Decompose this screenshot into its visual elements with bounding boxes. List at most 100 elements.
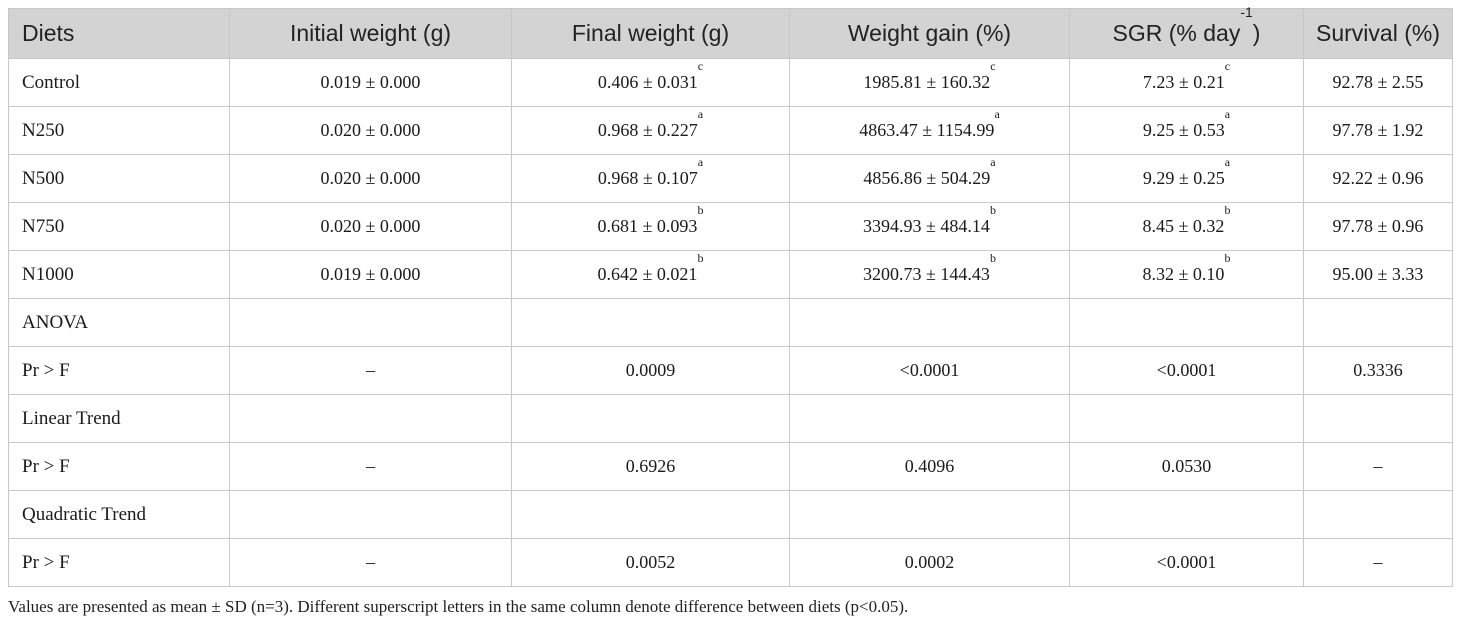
column-header-superscript: -1 <box>1240 4 1253 20</box>
table-cell: 0.4096 <box>789 442 1070 491</box>
table-row: Pr > F – 0.0052 0.0002 <0.0001 – <box>8 538 1453 587</box>
row-label: Pr > F <box>8 346 230 395</box>
table-footnote: Values are presented as mean ± SD (n=3).… <box>8 597 909 616</box>
table-row: Control 0.019 ± 0.000 0.406 ± 0.031c 1985.8… <box>8 58 1453 107</box>
table-cell <box>789 298 1070 347</box>
table-cell: – <box>229 442 512 491</box>
row-label: Control <box>8 58 230 107</box>
table-cell: 0.019 ± 0.000 <box>229 250 512 299</box>
table-cell: 9.25 ± 0.53a <box>1069 106 1304 155</box>
cell-value: 8.32 ± 0.10 <box>1142 264 1225 284</box>
table-cell: – <box>1303 538 1453 587</box>
cell-value: 0.020 ± 0.000 <box>320 120 421 140</box>
column-header: Initial weight (g) <box>229 8 512 59</box>
cell-value: 0.406 ± 0.031 <box>597 72 698 92</box>
cell-value: – <box>366 552 375 572</box>
row-label: Quadratic Trend <box>8 490 230 539</box>
table-cell: 0.019 ± 0.000 <box>229 58 512 107</box>
table-cell: 9.29 ± 0.25a <box>1069 154 1304 203</box>
cell-value: – <box>366 456 375 476</box>
table-cell: 0.020 ± 0.000 <box>229 154 512 203</box>
table-row: Linear Trend <box>8 394 1453 443</box>
row-label: N1000 <box>8 250 230 299</box>
cell-value: 9.25 ± 0.53 <box>1142 120 1225 140</box>
table-cell: 3394.93 ± 484.14b <box>789 202 1070 251</box>
cell-value: 0.681 ± 0.093 <box>597 216 698 236</box>
table-row: N750 0.020 ± 0.000 0.681 ± 0.093b 3394.93 ±… <box>8 202 1453 251</box>
cell-value: 0.6926 <box>625 456 676 476</box>
table-body: Control 0.019 ± 0.000 0.406 ± 0.031c 1985.8… <box>8 58 1453 587</box>
table-cell <box>229 394 512 443</box>
table-cell: <0.0001 <box>789 346 1070 395</box>
cell-value: 8.45 ± 0.32 <box>1142 216 1225 236</box>
cell-value: 0.0009 <box>625 360 676 380</box>
table-cell: 95.00 ± 3.33 <box>1303 250 1453 299</box>
table-cell <box>1069 490 1304 539</box>
column-header: Weight gain (%) <box>789 8 1070 59</box>
significance-superscript: b <box>989 203 996 217</box>
table-cell: 0.020 ± 0.000 <box>229 202 512 251</box>
table-row: N1000 0.019 ± 0.000 0.642 ± 0.021b 3200.73 … <box>8 250 1453 299</box>
cell-value: 0.019 ± 0.000 <box>320 264 421 284</box>
column-header-label: SGR (% day <box>1112 20 1241 46</box>
cell-value: – <box>366 360 375 380</box>
table-row: Pr > F – 0.6926 0.4096 0.0530 – <box>8 442 1453 491</box>
cell-value: 0.020 ± 0.000 <box>320 168 421 188</box>
row-label: ANOVA <box>8 298 230 347</box>
significance-superscript: b <box>1224 203 1231 217</box>
cell-value: 0.968 ± 0.227 <box>597 120 698 140</box>
row-label: Linear Trend <box>8 394 230 443</box>
column-header: Survival (%) <box>1303 8 1453 59</box>
table-cell <box>1303 490 1453 539</box>
row-label: N250 <box>8 106 230 155</box>
significance-superscript: c <box>990 59 996 73</box>
table-cell: 4863.47 ± 1154.99a <box>789 106 1070 155</box>
significance-superscript: a <box>1224 107 1231 121</box>
table-cell: – <box>229 346 512 395</box>
cell-value: 1985.81 ± 160.32 <box>863 72 991 92</box>
column-header-label: Weight gain (%) <box>847 20 1012 46</box>
table-cell: 0.406 ± 0.031c <box>511 58 790 107</box>
significance-superscript: b <box>697 203 704 217</box>
table-cell: 4856.86 ± 504.29a <box>789 154 1070 203</box>
table-cell <box>511 490 790 539</box>
table-cell <box>1069 394 1304 443</box>
cell-value: 0.019 ± 0.000 <box>320 72 421 92</box>
table-header: Diets Initial weight (g) Final weight (g) W… <box>8 5 1453 59</box>
cell-value: <0.0001 <box>1156 360 1217 380</box>
table-cell <box>789 490 1070 539</box>
cell-value: 9.29 ± 0.25 <box>1142 168 1225 188</box>
table-cell: 3200.73 ± 144.43b <box>789 250 1070 299</box>
cell-value: 4863.47 ± 1154.99 <box>859 120 995 140</box>
significance-superscript: a <box>697 107 704 121</box>
cell-value: 0.3336 <box>1353 360 1403 380</box>
cell-value: <0.0001 <box>1156 552 1217 572</box>
table-cell: 1985.81 ± 160.32c <box>789 58 1070 107</box>
table-cell: 0.642 ± 0.021b <box>511 250 790 299</box>
table-cell: – <box>229 538 512 587</box>
table-cell: 92.22 ± 0.96 <box>1303 154 1453 203</box>
row-label: Pr > F <box>8 538 230 587</box>
cell-value: 0.968 ± 0.107 <box>597 168 698 188</box>
significance-superscript: b <box>989 251 996 265</box>
column-header-label: Initial weight (g) <box>289 20 452 46</box>
column-header: SGR (% day-1) <box>1069 5 1304 59</box>
table-cell: 0.968 ± 0.107a <box>511 154 790 203</box>
significance-superscript: a <box>994 107 1000 121</box>
table-cell: 8.32 ± 0.10b <box>1069 250 1304 299</box>
table-cell: 0.681 ± 0.093b <box>511 202 790 251</box>
cell-value: 95.00 ± 3.33 <box>1332 264 1424 284</box>
data-table: Diets Initial weight (g) Final weight (g) W… <box>8 5 1453 587</box>
cell-value: 92.78 ± 2.55 <box>1332 72 1424 92</box>
table-cell: 97.78 ± 1.92 <box>1303 106 1453 155</box>
cell-value: 0.642 ± 0.021 <box>597 264 698 284</box>
row-label: N750 <box>8 202 230 251</box>
table-cell <box>511 394 790 443</box>
column-header: Diets <box>8 8 230 59</box>
column-header-label: Final weight (g) <box>571 20 730 46</box>
row-label: Pr > F <box>8 442 230 491</box>
table-row: ANOVA <box>8 298 1453 347</box>
table-cell: 7.23 ± 0.21c <box>1069 58 1304 107</box>
column-header-label: Diets <box>22 20 75 46</box>
table-cell: 0.0009 <box>511 346 790 395</box>
